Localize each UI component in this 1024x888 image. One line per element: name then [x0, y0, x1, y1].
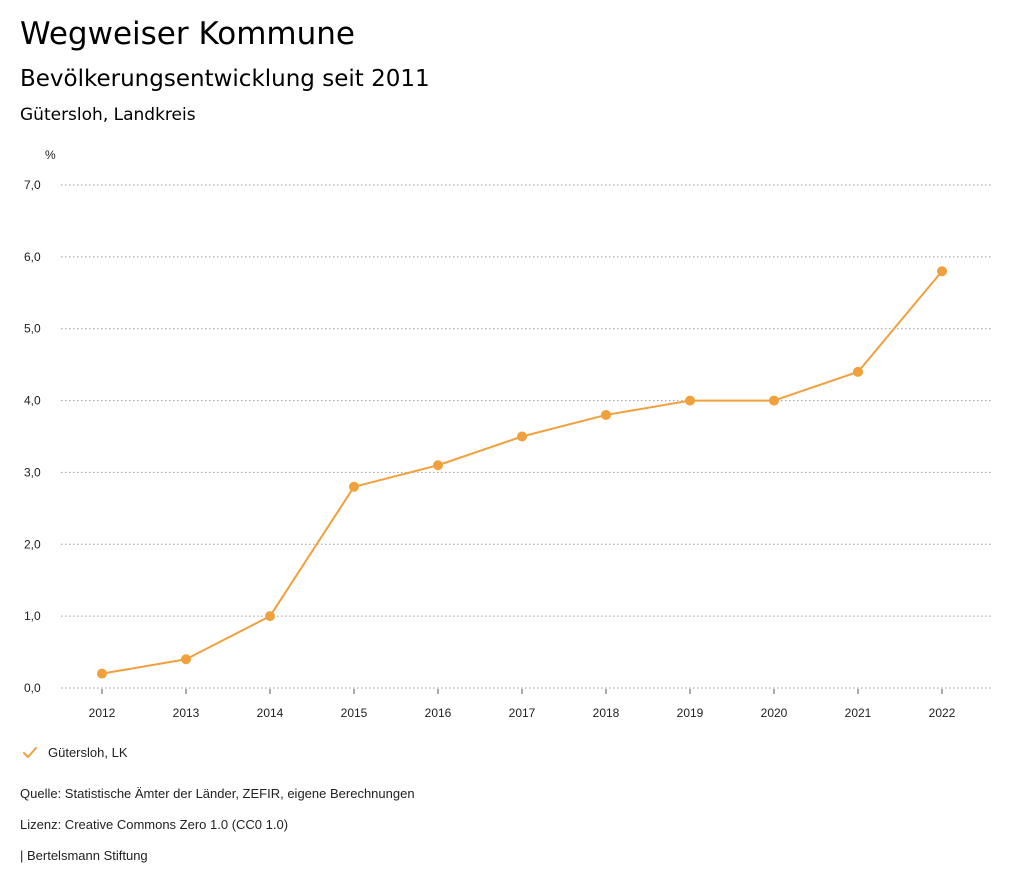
y-tick-label: 3,0 — [24, 465, 41, 479]
source-note: Quelle: Statistische Ämter der Länder, Z… — [20, 786, 415, 801]
x-tick-label: 2019 — [677, 706, 704, 720]
x-tick-label: 2013 — [173, 706, 200, 720]
y-tick-label: 7,0 — [24, 178, 41, 192]
data-points — [97, 266, 947, 679]
x-tick-label: 2015 — [341, 706, 368, 720]
data-point[interactable] — [97, 668, 107, 679]
x-tick-label: 2014 — [257, 706, 284, 720]
data-point[interactable] — [517, 431, 527, 442]
publisher-note: | Bertelsmann Stiftung — [20, 848, 148, 863]
y-axis-ticks: 0,0 1,0 2,0 3,0 4,0 5,0 6,0 7,0 — [24, 178, 41, 695]
line-chart: 0,01,02,03,04,05,06,07,0 2012 2013 2014 201… — [24, 148, 991, 720]
checkmark-icon — [23, 746, 37, 758]
y-axis-label: % — [45, 148, 56, 162]
license-note: Lizenz: Creative Commons Zero 1.0 (CC0 1… — [20, 817, 289, 832]
y-tick-label: 2,0 — [24, 537, 41, 551]
data-point[interactable] — [433, 460, 443, 471]
data-point[interactable] — [853, 366, 863, 377]
x-axis-ticks: 2012 2013 2014 2015 2016 2017 2018 2019 2020 2021… — [89, 689, 956, 720]
y-tick-label: 6,0 — [24, 250, 41, 264]
page-title: Wegweiser Kommune — [20, 16, 355, 52]
legend-label: Gütersloh, LK — [48, 745, 128, 760]
y-tick-label: 1,0 — [24, 609, 41, 623]
data-point[interactable] — [181, 654, 191, 665]
x-tick-label: 2022 — [929, 706, 956, 720]
region-label: Gütersloh, Landkreis — [20, 105, 196, 125]
x-tick-label: 2018 — [593, 706, 620, 720]
y-tick-label: 4,0 — [24, 394, 41, 408]
x-tick-label: 2016 — [425, 706, 452, 720]
x-tick-label: 2021 — [845, 706, 872, 720]
x-tick-label: 2020 — [761, 706, 788, 720]
y-tick-label: 5,0 — [24, 322, 41, 336]
chart-subtitle: Bevölkerungsentwicklung seit 2011 — [20, 66, 430, 92]
data-point[interactable] — [769, 395, 779, 406]
data-point[interactable] — [937, 266, 947, 277]
grid-lines — [61, 184, 991, 689]
data-point[interactable] — [685, 395, 695, 406]
data-point[interactable] — [601, 409, 611, 420]
x-tick-label: 2012 — [89, 706, 116, 720]
y-tick-label: 0,0 — [24, 681, 41, 695]
x-tick-label: 2017 — [509, 706, 536, 720]
legend[interactable]: Gütersloh, LK — [22, 745, 128, 760]
data-point[interactable] — [349, 481, 359, 492]
data-point[interactable] — [265, 611, 275, 622]
